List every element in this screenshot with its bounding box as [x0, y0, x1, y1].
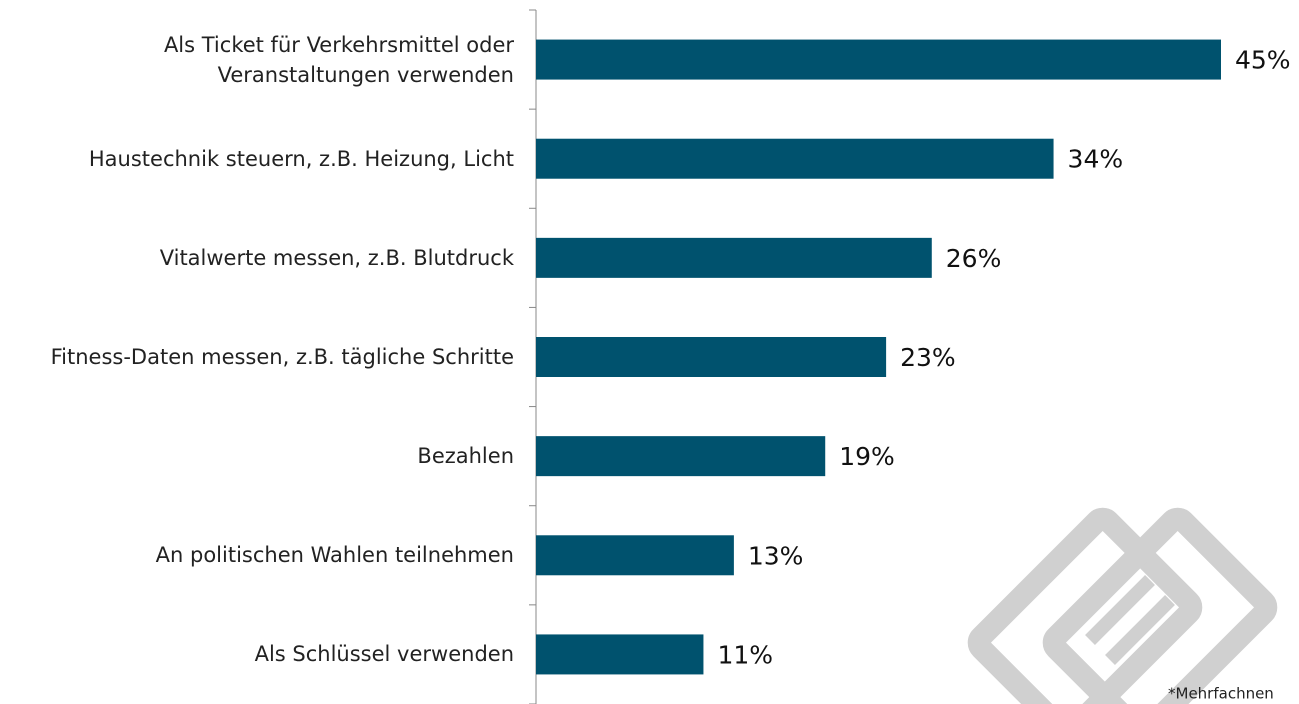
- footnote: *Mehrfachnen: [1168, 685, 1274, 703]
- value-label: 45%: [1235, 46, 1291, 75]
- bar: [536, 337, 887, 377]
- value-label: 13%: [748, 541, 804, 570]
- category-label: Bezahlen: [417, 444, 514, 469]
- category-label: Als Schlüssel verwenden: [254, 642, 514, 667]
- category-label: Vitalwerte messen, z.B. Blutdruck: [159, 245, 514, 270]
- value-label: 26%: [946, 244, 1002, 273]
- bar: [536, 535, 734, 576]
- category-label: An politischen Wahlen teilnehmen: [155, 543, 514, 568]
- bar: [536, 138, 1054, 179]
- bar: [536, 634, 704, 675]
- bar: [536, 436, 826, 477]
- bar: [536, 39, 1221, 80]
- category-label: Fitness-Daten messen, z.B. tägliche Schr…: [50, 345, 514, 369]
- category-label: Haustechnik steuern, z.B. Heizung, Licht: [88, 146, 514, 171]
- value-label: 11%: [717, 640, 773, 669]
- watermark: [967, 507, 1278, 704]
- value-label: 19%: [839, 442, 895, 471]
- value-label: 23%: [900, 343, 956, 372]
- value-label: 34%: [1068, 145, 1124, 174]
- bar: [536, 237, 932, 278]
- category-label: Als Ticket für Verkehrsmittel oder Veran…: [163, 32, 514, 87]
